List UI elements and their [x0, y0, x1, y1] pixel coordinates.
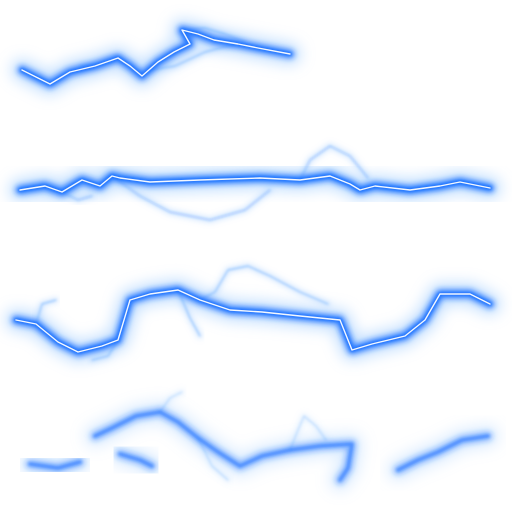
bolt-frame-4 [19, 389, 499, 491]
bolt-body [118, 452, 154, 468]
bolt-body [396, 434, 490, 472]
bolts-layer [5, 19, 501, 491]
bolt-core [15, 289, 491, 353]
bolt-branch [289, 415, 327, 451]
bolt-core [21, 29, 291, 85]
bolt-core [19, 175, 491, 193]
bolt-branch [111, 175, 271, 221]
bolt-frame-3 [5, 263, 501, 363]
bolt-branch [299, 145, 369, 181]
bolt-body [28, 460, 82, 470]
bolt-body [93, 410, 354, 482]
bolt-frame-1 [11, 19, 301, 95]
bolt-branch [199, 265, 329, 305]
bolt-frame-2 [9, 143, 501, 223]
